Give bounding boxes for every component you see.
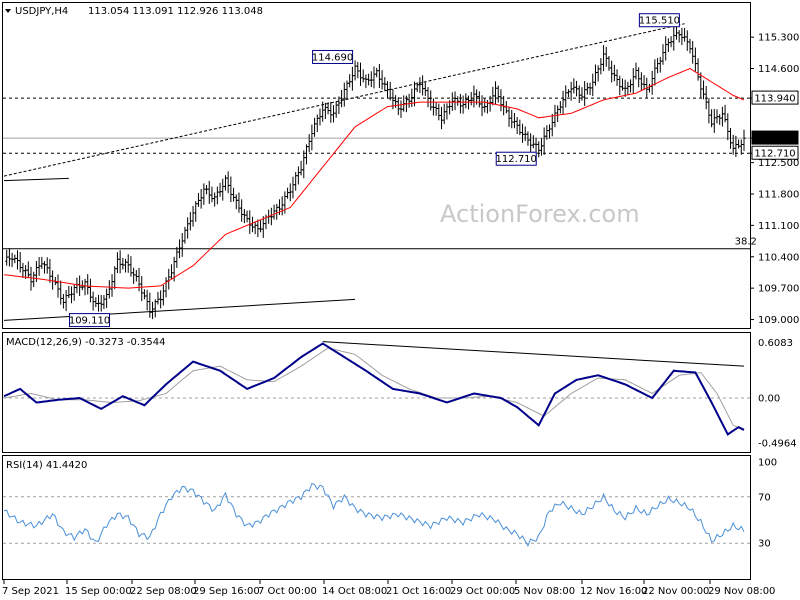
macd-trendline bbox=[322, 341, 745, 367]
x-tick-label: 15 Sep 00:00 bbox=[65, 586, 132, 597]
x-tick-label: 5 Nov 08:00 bbox=[514, 586, 575, 597]
x-tick-label: 7 Sep 2021 bbox=[2, 586, 59, 597]
moving-average-line bbox=[3, 67, 745, 289]
price-tick-label: 111.100 bbox=[758, 221, 799, 232]
rsi-tick-label: 100 bbox=[758, 458, 777, 469]
price-highlight-box bbox=[751, 130, 799, 145]
watermark: ActionForex.com bbox=[440, 200, 640, 228]
macd-main-line bbox=[3, 342, 745, 436]
price-tick-label: 113.048 bbox=[754, 134, 795, 145]
trendline bbox=[3, 23, 685, 177]
x-tick-label: 21 Oct 16:00 bbox=[386, 586, 451, 597]
macd-tick-label: 0.00 bbox=[758, 394, 780, 405]
svg-text:112.710: 112.710 bbox=[496, 154, 537, 165]
svg-text:115.510: 115.510 bbox=[639, 16, 680, 27]
price-annotation: 115.510 bbox=[639, 13, 680, 28]
x-tick-label: 29 Nov 08:00 bbox=[708, 586, 775, 597]
macd-label: MACD(12,26,9) -0.3273 -0.3544 bbox=[6, 337, 166, 348]
price-highlight-box bbox=[751, 145, 799, 160]
macd-tick-label: -0.4964 bbox=[758, 439, 797, 450]
macd-signal-line bbox=[3, 347, 745, 432]
chart-header: USDJPY,H4 113.054 113.091 112.926 113.04… bbox=[5, 6, 263, 17]
trendline bbox=[3, 298, 356, 321]
price-tick-label: 114.600 bbox=[758, 64, 799, 75]
rsi-layer bbox=[3, 482, 750, 547]
price-panel bbox=[2, 2, 751, 329]
rsi-tick-label: 30 bbox=[758, 539, 771, 550]
price-annotation: 109.110 bbox=[69, 313, 110, 328]
rsi-panel bbox=[2, 455, 751, 580]
rsi-label: RSI(14) 41.4420 bbox=[6, 460, 87, 471]
price-tick-label: 111.800 bbox=[758, 190, 799, 201]
price-tick-label: 110.400 bbox=[758, 252, 799, 263]
price-tick-label: 112.500 bbox=[758, 158, 799, 169]
x-tick-label: 12 Nov 16:00 bbox=[580, 586, 647, 597]
macd-layer bbox=[3, 341, 750, 436]
axis-layer: 115.300114.600113.940113.048112.710112.5… bbox=[2, 33, 799, 597]
macd-panel bbox=[2, 332, 751, 453]
price-tick-label: 109.700 bbox=[758, 284, 799, 295]
fib-label: 38.2 bbox=[735, 237, 757, 248]
x-tick-label: 22 Sep 08:00 bbox=[130, 586, 197, 597]
rsi-line bbox=[3, 482, 745, 547]
ohlc-bar bbox=[742, 129, 746, 151]
ohlc-values: 113.054 113.091 112.926 113.048 bbox=[88, 6, 263, 17]
trendline bbox=[3, 177, 69, 182]
price-tick-label: 113.940 bbox=[754, 94, 795, 105]
svg-text:109.110: 109.110 bbox=[69, 316, 110, 327]
x-tick-label: 29 Sep 16:00 bbox=[193, 586, 260, 597]
x-tick-label: 14 Oct 08:00 bbox=[322, 586, 387, 597]
price-tick-label: 109.000 bbox=[758, 315, 799, 326]
dropdown-arrow-icon bbox=[5, 9, 11, 13]
price-annotation: 114.690 bbox=[312, 49, 353, 64]
price-highlight-box bbox=[751, 90, 799, 105]
price-tick-label: 115.300 bbox=[758, 33, 799, 44]
price-tick-label: 112.710 bbox=[754, 149, 795, 160]
svg-text:114.690: 114.690 bbox=[312, 52, 353, 63]
x-tick-label: 7 Oct 00:00 bbox=[258, 586, 317, 597]
rsi-tick-label: 70 bbox=[758, 492, 771, 503]
macd-tick-label: 0.6083 bbox=[758, 338, 793, 349]
price-layer: 115.510 114.690 112.710 109.110 38.2 bbox=[3, 13, 757, 328]
price-annotation: 112.710 bbox=[496, 151, 537, 166]
symbol-label: USDJPY,H4 bbox=[15, 6, 68, 17]
x-tick-label: 22 Nov 00:00 bbox=[642, 586, 709, 597]
x-tick-label: 29 Oct 00:00 bbox=[450, 586, 515, 597]
